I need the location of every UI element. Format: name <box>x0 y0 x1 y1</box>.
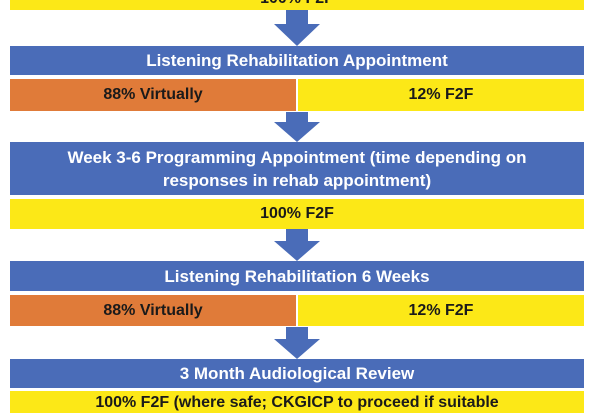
listening-appointment-split: 88% Virtually 12% F2F <box>10 79 584 111</box>
f2f-share-cell-6wk: 12% F2F <box>296 295 584 326</box>
audiological-review-title: 3 Month Audiological Review <box>179 364 415 383</box>
top-f2f-label: 100% F2F <box>260 0 334 8</box>
programming-f2f-box: 100% F2F <box>10 199 584 229</box>
listening-6-weeks-split: 88% Virtually 12% F2F <box>10 295 584 326</box>
programming-appointment-header: Week 3-6 Programming Appointment (time d… <box>10 142 584 195</box>
flow-arrow-2 <box>274 112 320 142</box>
listening-appointment-header: Listening Rehabilitation Appointment <box>10 46 584 75</box>
virtual-share-cell-6wk: 88% Virtually <box>10 295 296 326</box>
audiological-review-header: 3 Month Audiological Review <box>10 359 584 388</box>
f2f-share-label: 12% F2F <box>408 86 474 103</box>
listening-appointment-title: Listening Rehabilitation Appointment <box>146 51 448 70</box>
virtual-share-label: 88% Virtually <box>103 86 203 103</box>
programming-appointment-title-line2: responses in rehab appointment) <box>162 170 432 190</box>
top-f2f-box: 100% F2F <box>10 0 584 10</box>
programming-appointment-title-line1: Week 3-6 Programming Appointment (time d… <box>67 147 527 167</box>
listening-6-weeks-title: Listening Rehabilitation 6 Weeks <box>164 266 430 286</box>
flow-arrow-4 <box>274 327 320 359</box>
f2f-share-label-6wk: 12% F2F <box>408 301 474 319</box>
flow-arrow-3 <box>274 229 320 261</box>
virtual-share-label-6wk: 88% Virtually <box>103 301 203 319</box>
flow-arrow-1 <box>274 10 320 46</box>
review-f2f-label: 100% F2F (where safe; CKGICP to proceed … <box>95 394 499 411</box>
virtual-share-cell: 88% Virtually <box>10 79 296 111</box>
review-f2f-box: 100% F2F (where safe; CKGICP to proceed … <box>10 391 584 413</box>
programming-f2f-label: 100% F2F <box>260 205 334 222</box>
listening-6-weeks-header: Listening Rehabilitation 6 Weeks <box>10 261 584 291</box>
f2f-share-cell: 12% F2F <box>296 79 584 111</box>
